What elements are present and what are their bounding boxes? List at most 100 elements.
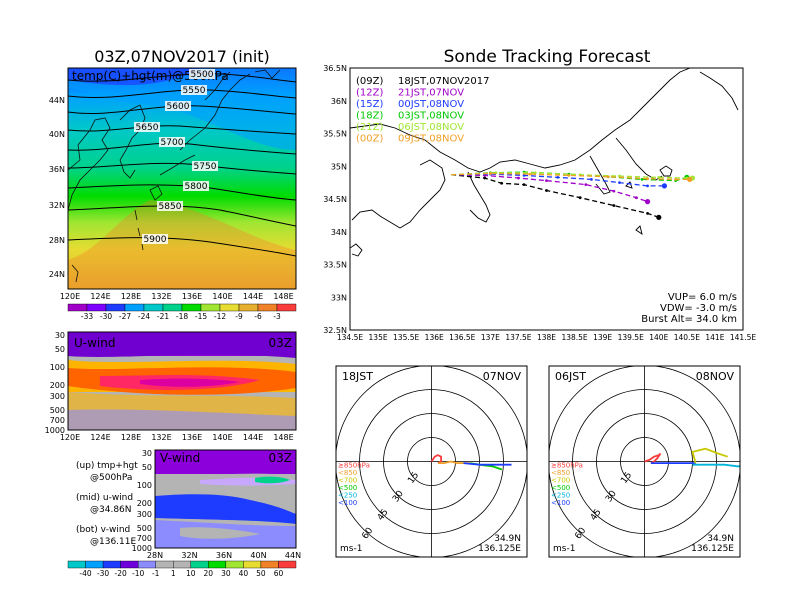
lon-label: 120E bbox=[60, 433, 80, 442]
track-point bbox=[483, 176, 487, 180]
colorbar-label: -6 bbox=[254, 312, 262, 321]
colorbar-label: -3 bbox=[273, 312, 281, 321]
colorbar-label: 10 bbox=[186, 569, 196, 578]
hodograph-frame bbox=[548, 365, 741, 558]
track-point bbox=[522, 183, 526, 186]
note-sub: @500hPa bbox=[90, 473, 132, 483]
colorbar-swatch bbox=[243, 560, 262, 569]
track-legend-key: (09Z) bbox=[356, 76, 383, 87]
colorbar-swatch bbox=[238, 303, 259, 312]
track-legend-text: 09JST,08NOV bbox=[398, 134, 464, 145]
track-point bbox=[590, 177, 593, 181]
site-lon: 136.125E bbox=[691, 544, 734, 554]
contour-label: 5700 bbox=[161, 138, 184, 148]
track-point bbox=[545, 179, 548, 183]
lon-label: 137.5E bbox=[505, 333, 531, 342]
lat-label: 36.5N bbox=[323, 64, 347, 73]
lon-label: 136E bbox=[425, 333, 444, 342]
lat-label: 32N bbox=[49, 201, 65, 210]
track-point bbox=[584, 183, 588, 186]
lon-label: 148E bbox=[273, 292, 293, 301]
colorbar-swatch bbox=[155, 560, 174, 569]
colorbar-label: -15 bbox=[195, 312, 207, 321]
colorbar-label: -1 bbox=[152, 569, 160, 578]
colorbar-label: 30 bbox=[221, 569, 231, 578]
p-label: 30 bbox=[55, 331, 65, 340]
lon-label: 148E bbox=[273, 433, 293, 442]
lat-label: 33N bbox=[331, 293, 347, 302]
track-legend-text: 06JST,08NOV bbox=[398, 122, 464, 133]
colorbar-label: 1 bbox=[171, 569, 176, 578]
p-label: 100 bbox=[137, 481, 152, 490]
lon-label: 136.5E bbox=[449, 333, 475, 342]
track-line-5 bbox=[451, 172, 690, 181]
contour-label-bg bbox=[192, 161, 218, 171]
lon-label: 138.5E bbox=[561, 333, 587, 342]
lat-label: 36N bbox=[216, 551, 232, 560]
track-point bbox=[644, 199, 651, 205]
contour-label-bg bbox=[183, 181, 209, 191]
track-point bbox=[488, 172, 492, 175]
contour-label: 5500 bbox=[191, 70, 214, 80]
lat-label: 32N bbox=[181, 551, 197, 560]
u-wind-time: 03Z bbox=[269, 336, 293, 350]
track-point bbox=[522, 174, 526, 177]
hodograph-plot bbox=[549, 366, 740, 557]
hodograph-unit: ms-1 bbox=[340, 544, 362, 554]
colorbar-label: -12 bbox=[214, 312, 226, 321]
lon-label: 124E bbox=[90, 292, 110, 301]
track-point bbox=[674, 177, 678, 181]
contour-label-bg bbox=[157, 201, 183, 211]
lat-label: 28N bbox=[147, 551, 163, 560]
colorbar-swatch bbox=[67, 560, 86, 569]
hodograph-date: 08NOV bbox=[696, 370, 735, 383]
track-point bbox=[640, 177, 644, 181]
lon-label: 132E bbox=[151, 292, 171, 301]
layer-label: <500 bbox=[551, 484, 570, 492]
v-wind-time: 03Z bbox=[269, 451, 293, 465]
colorbar-swatch bbox=[276, 303, 297, 312]
left-title: 03Z,07NOV2017 (init) bbox=[94, 47, 270, 66]
layer-label: ≥850hPa bbox=[551, 462, 583, 470]
colorbar-label: 20 bbox=[204, 569, 214, 578]
hodograph-time: 18JST bbox=[342, 370, 373, 383]
lon-label: 137E bbox=[481, 333, 500, 342]
hodograph-unit: ms-1 bbox=[553, 544, 575, 554]
lon-label: 140E bbox=[212, 433, 232, 442]
colorbar-swatch bbox=[219, 303, 240, 312]
track-line-4 bbox=[451, 172, 693, 179]
lon-label: 139E bbox=[593, 333, 612, 342]
tracking-coastline bbox=[350, 68, 739, 257]
layer-label: ≥850hPa bbox=[338, 462, 370, 470]
p-label: 1000 bbox=[45, 426, 65, 435]
track-point bbox=[567, 174, 571, 177]
lat-label: 44N bbox=[285, 551, 301, 560]
lat-label: 34N bbox=[331, 228, 347, 237]
track-point bbox=[657, 175, 661, 179]
lat-label: 35N bbox=[331, 162, 347, 171]
lat-label: 35.5N bbox=[323, 130, 347, 139]
track-point bbox=[612, 204, 616, 207]
lon-label: 132E bbox=[151, 433, 171, 442]
note-head: (mid) u-wind bbox=[76, 493, 133, 503]
contour-label-bg bbox=[189, 69, 215, 79]
lon-label: 136E bbox=[182, 433, 202, 442]
track-legend-text: 21JST,07NOV bbox=[398, 88, 464, 99]
lat-label: 44N bbox=[49, 96, 65, 105]
colorbar-label: -27 bbox=[119, 312, 131, 321]
hodograph-06jst: 06JST 08NOV15304560≥850hPa<850<700<500<25… bbox=[548, 365, 741, 558]
lat-label: 36N bbox=[49, 165, 65, 174]
layer-label: <100 bbox=[338, 499, 357, 507]
colorbar-swatch bbox=[257, 303, 278, 312]
track-legend-text: 03JST,08NOV bbox=[398, 111, 464, 122]
track-param: VUP= 6.0 m/s bbox=[668, 292, 737, 303]
hodograph-time: 06JST bbox=[555, 370, 586, 383]
note-head: (up) tmp+hgt bbox=[76, 461, 138, 471]
ring-label: 15 bbox=[406, 471, 421, 486]
temp-colorbar: -33 -30 -27 -24 -21 -18 -15 -12 -9 -6 -3 bbox=[67, 303, 297, 321]
colorbar-swatch bbox=[86, 303, 107, 312]
track-point bbox=[500, 181, 503, 185]
